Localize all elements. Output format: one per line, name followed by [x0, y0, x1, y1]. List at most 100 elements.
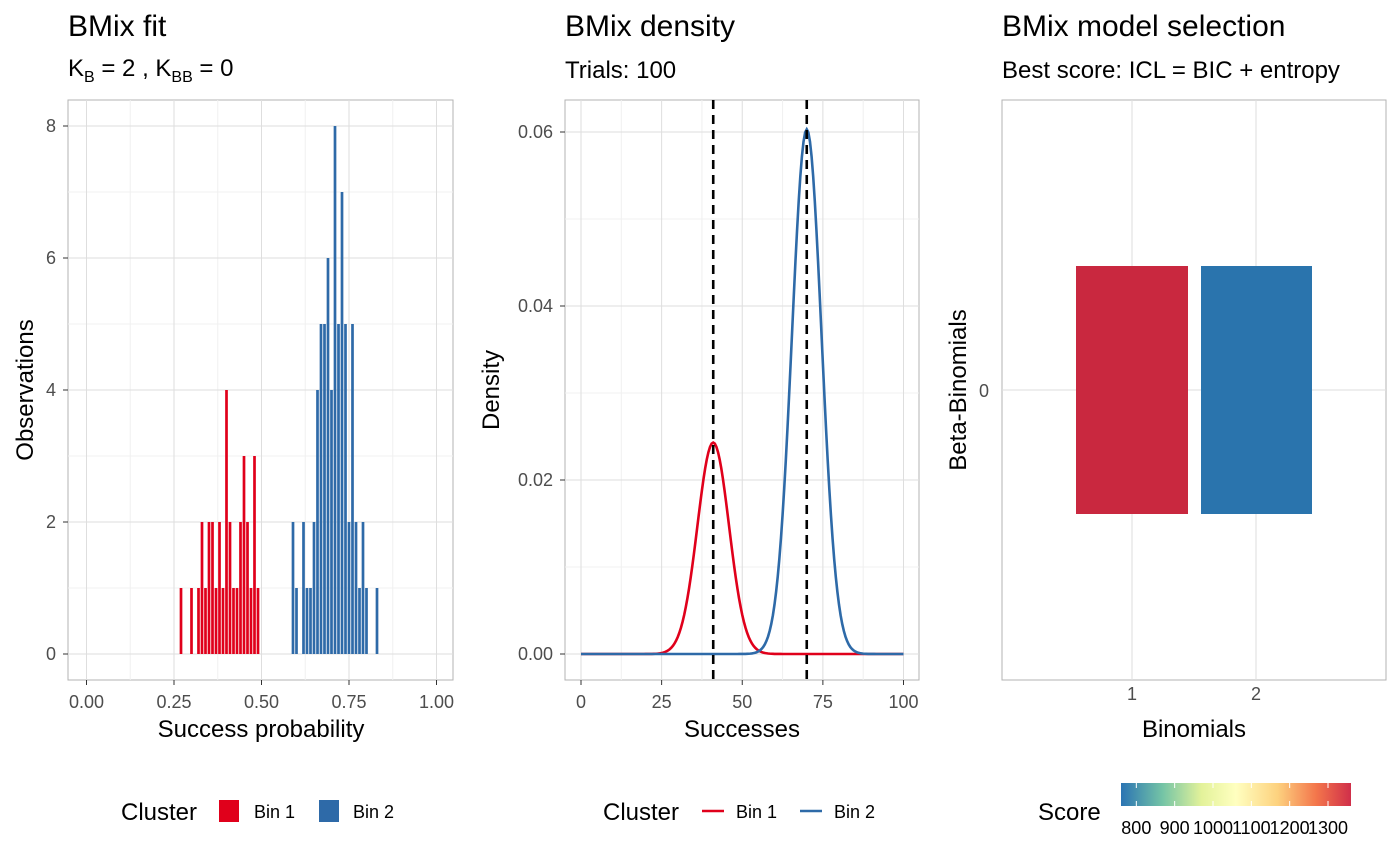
fit-bar-bin2	[361, 522, 365, 654]
selection-y-tick-0: 0	[979, 381, 989, 401]
density-title: BMix density	[565, 10, 735, 43]
selection-subtitle: Best score: ICL = BIC + entropy	[1002, 57, 1340, 84]
fit-bar-bin1	[253, 456, 256, 654]
fit-legend: Cluster Bin 1 Bin 2	[121, 799, 394, 826]
panel-density: BMix density Trials: 100 0 25 50 75 100 0.00…	[478, 10, 920, 826]
score-tick-label: 1300	[1308, 818, 1348, 838]
fit-bar-bin2	[316, 390, 319, 654]
density-y-axis-title: Density	[478, 350, 505, 430]
density-line-bin2	[581, 126, 904, 656]
density-gridlines	[565, 100, 919, 680]
selection-cell-binomials-2	[1201, 266, 1312, 514]
fit-bar-bin2	[351, 324, 354, 654]
density-x-ticks: 0 25 50 75 100	[576, 680, 919, 712]
score-legend-title: Score	[1038, 799, 1101, 826]
fit-bar-bin1	[225, 390, 228, 654]
fit-bar-bin2	[340, 192, 344, 654]
density-legend-label-bin2: Bin 2	[834, 802, 875, 822]
fit-y-axis-title: Observations	[12, 319, 39, 460]
fit-x-tick-label: 0.25	[156, 692, 191, 712]
fit-title: BMix fit	[68, 10, 167, 43]
density-y-tick-label: 0.00	[518, 644, 553, 664]
fit-bar-bin1	[214, 588, 218, 654]
fit-bar-bin2	[347, 522, 351, 654]
fit-x-axis-title: Success probability	[158, 716, 365, 743]
score-tick-label: 1200	[1270, 818, 1310, 838]
fit-bar-bin2	[302, 522, 305, 654]
fit-legend-key-bin2	[319, 800, 339, 822]
density-y-tick-label: 0.04	[518, 296, 553, 316]
fit-bar-bin2	[365, 588, 368, 654]
fit-bar-bin1	[239, 522, 242, 654]
fit-bar-bin1	[179, 588, 183, 654]
density-legend-title: Cluster	[603, 799, 679, 826]
fit-bar-bin1	[242, 456, 246, 654]
selection-x-axis-title: Binomials	[1142, 716, 1246, 743]
fit-bar-bin2	[333, 126, 337, 654]
panel-fit: BMix fit KB = 2 , KBB = 0 0.00 0.25 0.50 0.…	[12, 10, 454, 826]
fit-x-ticks: 0.00 0.25 0.50 0.75 1.00	[69, 680, 454, 712]
density-x-tick-label: 100	[888, 692, 918, 712]
fit-bar-bin2	[375, 588, 379, 654]
fit-y-tick-label: 6	[46, 248, 56, 268]
fit-bar-bin2	[295, 588, 298, 654]
score-tick-label: 800	[1121, 818, 1151, 838]
fit-bar-bin2	[358, 588, 361, 654]
fit-gridlines	[68, 100, 453, 680]
density-x-axis-title: Successes	[684, 716, 800, 743]
fit-bar-bin2	[337, 324, 340, 654]
fit-bar-bin2	[354, 522, 358, 654]
fit-bar-bin1	[190, 588, 193, 654]
fit-bar-bin2	[330, 390, 333, 654]
fit-bar-bin1	[235, 588, 239, 654]
density-y-tick-label: 0.02	[518, 470, 553, 490]
density-legend-label-bin1: Bin 1	[736, 802, 777, 822]
fit-x-tick-label: 0.50	[244, 692, 279, 712]
fit-x-tick-label: 0.75	[331, 692, 366, 712]
fit-subtitle: KB = 2 , KBB = 0	[68, 55, 233, 86]
density-vlines	[711, 100, 809, 680]
selection-gridlines	[1002, 100, 1386, 680]
panel-model-selection: BMix model selection Best score: ICL = B…	[945, 10, 1387, 838]
score-tick-label: 1000	[1193, 818, 1233, 838]
fit-bar-bin2	[312, 522, 316, 654]
fit-legend-label-bin1: Bin 1	[254, 802, 295, 822]
density-x-tick-label: 75	[813, 692, 833, 712]
density-subtitle: Trials: 100	[565, 57, 676, 84]
fit-bar-bin1	[246, 522, 249, 654]
selection-cell-binomials-1	[1076, 266, 1188, 514]
fit-bar-bin2	[319, 324, 323, 654]
fit-bar-bin1	[211, 522, 214, 654]
fit-bar-bin2	[305, 588, 309, 654]
fit-bars	[179, 126, 379, 654]
fit-y-tick-label: 0	[46, 644, 56, 664]
density-y-ticks: 0.00 0.02 0.04 0.06	[518, 122, 565, 664]
fit-legend-title: Cluster	[121, 799, 197, 826]
density-x-tick-label: 50	[732, 692, 752, 712]
fit-bar-bin1	[221, 588, 225, 654]
fit-y-tick-label: 2	[46, 512, 56, 532]
fit-y-ticks: 0 2 4 6 8	[46, 116, 68, 664]
score-tick-label: 1100	[1232, 818, 1271, 838]
density-lines	[581, 126, 904, 656]
fit-bar-bin1	[197, 588, 200, 654]
fit-bar-bin2	[326, 258, 330, 654]
fit-y-tick-label: 4	[46, 380, 56, 400]
fit-bar-bin1	[207, 522, 211, 654]
density-x-tick-label: 0	[576, 692, 586, 712]
selection-y-axis-title: Beta-Binomials	[945, 309, 972, 470]
fit-legend-key-bin1	[219, 800, 239, 822]
density-x-tick-label: 25	[652, 692, 672, 712]
fit-y-tick-label: 8	[46, 116, 56, 136]
fit-bar-bin1	[256, 588, 260, 654]
score-colorbar	[1121, 783, 1351, 806]
fit-bar-bin1	[249, 588, 253, 654]
score-tick-label: 900	[1160, 818, 1190, 838]
density-y-tick-label: 0.06	[518, 122, 553, 142]
fit-bar-bin2	[323, 324, 326, 654]
fit-x-tick-label: 0.00	[69, 692, 104, 712]
fit-x-tick-label: 1.00	[419, 692, 454, 712]
fit-bar-bin1	[228, 522, 232, 654]
